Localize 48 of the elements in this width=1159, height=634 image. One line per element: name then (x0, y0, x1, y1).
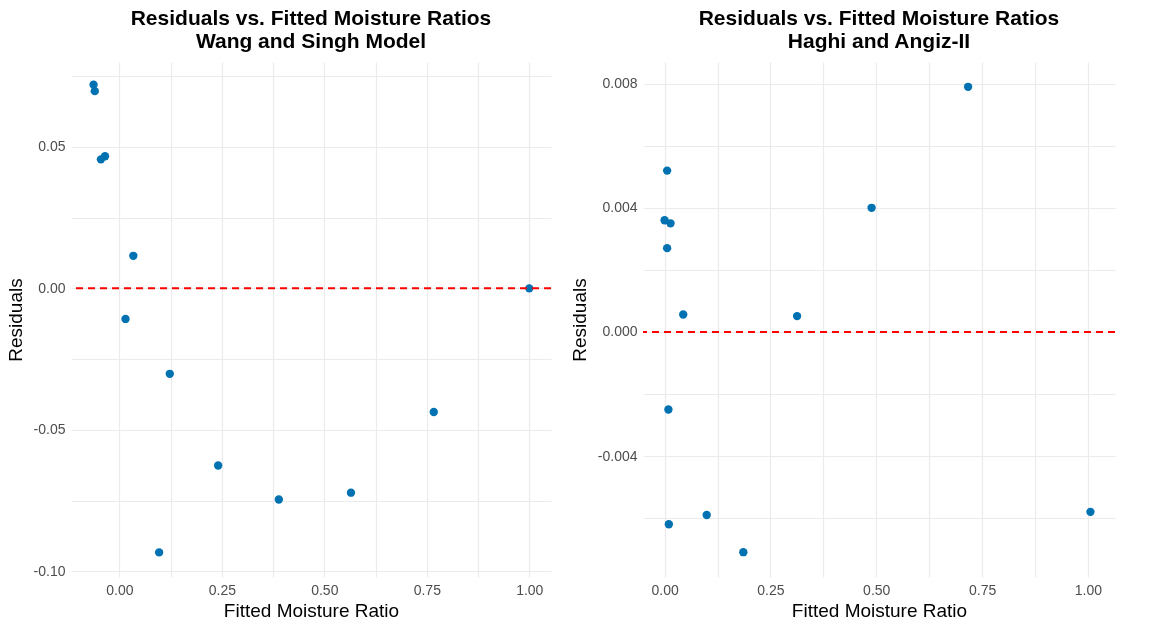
point (664, 405, 673, 414)
x-tick-label: 1.00 (516, 581, 544, 598)
y-tick-label: 0.008 (602, 75, 638, 92)
point (90, 86, 99, 96)
x-tick-label: 0.75 (968, 581, 997, 598)
y-tick-label: 0.05 (38, 138, 66, 155)
point (213, 461, 223, 470)
x-tick-label: 0.25 (757, 581, 785, 598)
chart-title: Residuals vs. Fitted Moisture Ratios (698, 6, 1060, 29)
point (739, 548, 748, 557)
x-axis-title: Fitted Moisture Ratio (791, 599, 968, 621)
x-tick-label: 0.50 (311, 581, 339, 598)
chart-subtitle: Wang and Singh Model (195, 29, 427, 52)
y-tick-label: 0.000 (602, 323, 638, 340)
y-tick-label: -0.10 (33, 562, 66, 579)
y-axis-title: Residuals (4, 278, 26, 362)
point (121, 314, 130, 324)
point (963, 82, 973, 91)
x-tick-label: 0.75 (413, 581, 442, 598)
y-tick-label: 0.004 (602, 199, 638, 216)
point (662, 166, 672, 175)
x-tick-label: 1.00 (1074, 581, 1103, 598)
x-tick-label: 0.25 (208, 581, 237, 598)
x-tick-label: 0.00 (106, 581, 134, 598)
point (679, 310, 688, 319)
y-axis-title: Residuals (568, 278, 590, 362)
chart-title: Residuals vs. Fitted Moisture Ratios (130, 6, 492, 29)
point (129, 251, 138, 261)
point (867, 203, 876, 212)
point (154, 548, 164, 557)
point (1086, 507, 1095, 517)
point (662, 243, 672, 253)
point (274, 495, 284, 504)
point (702, 510, 711, 520)
y-tick-label: -0.05 (33, 421, 66, 438)
x-tick-label: 0.00 (651, 581, 679, 598)
y-tick-label: -0.004 (597, 447, 638, 464)
point (664, 520, 674, 529)
y-tick-label: 0.00 (38, 279, 66, 296)
point (429, 407, 438, 417)
point (100, 152, 110, 161)
point (792, 311, 802, 321)
point (666, 219, 675, 228)
point (165, 369, 174, 378)
chart-subtitle: Haghi and Angiz-II (787, 29, 971, 52)
point (346, 488, 356, 497)
x-axis-title: Fitted Moisture Ratio (223, 599, 400, 621)
x-tick-label: 0.50 (863, 581, 891, 598)
